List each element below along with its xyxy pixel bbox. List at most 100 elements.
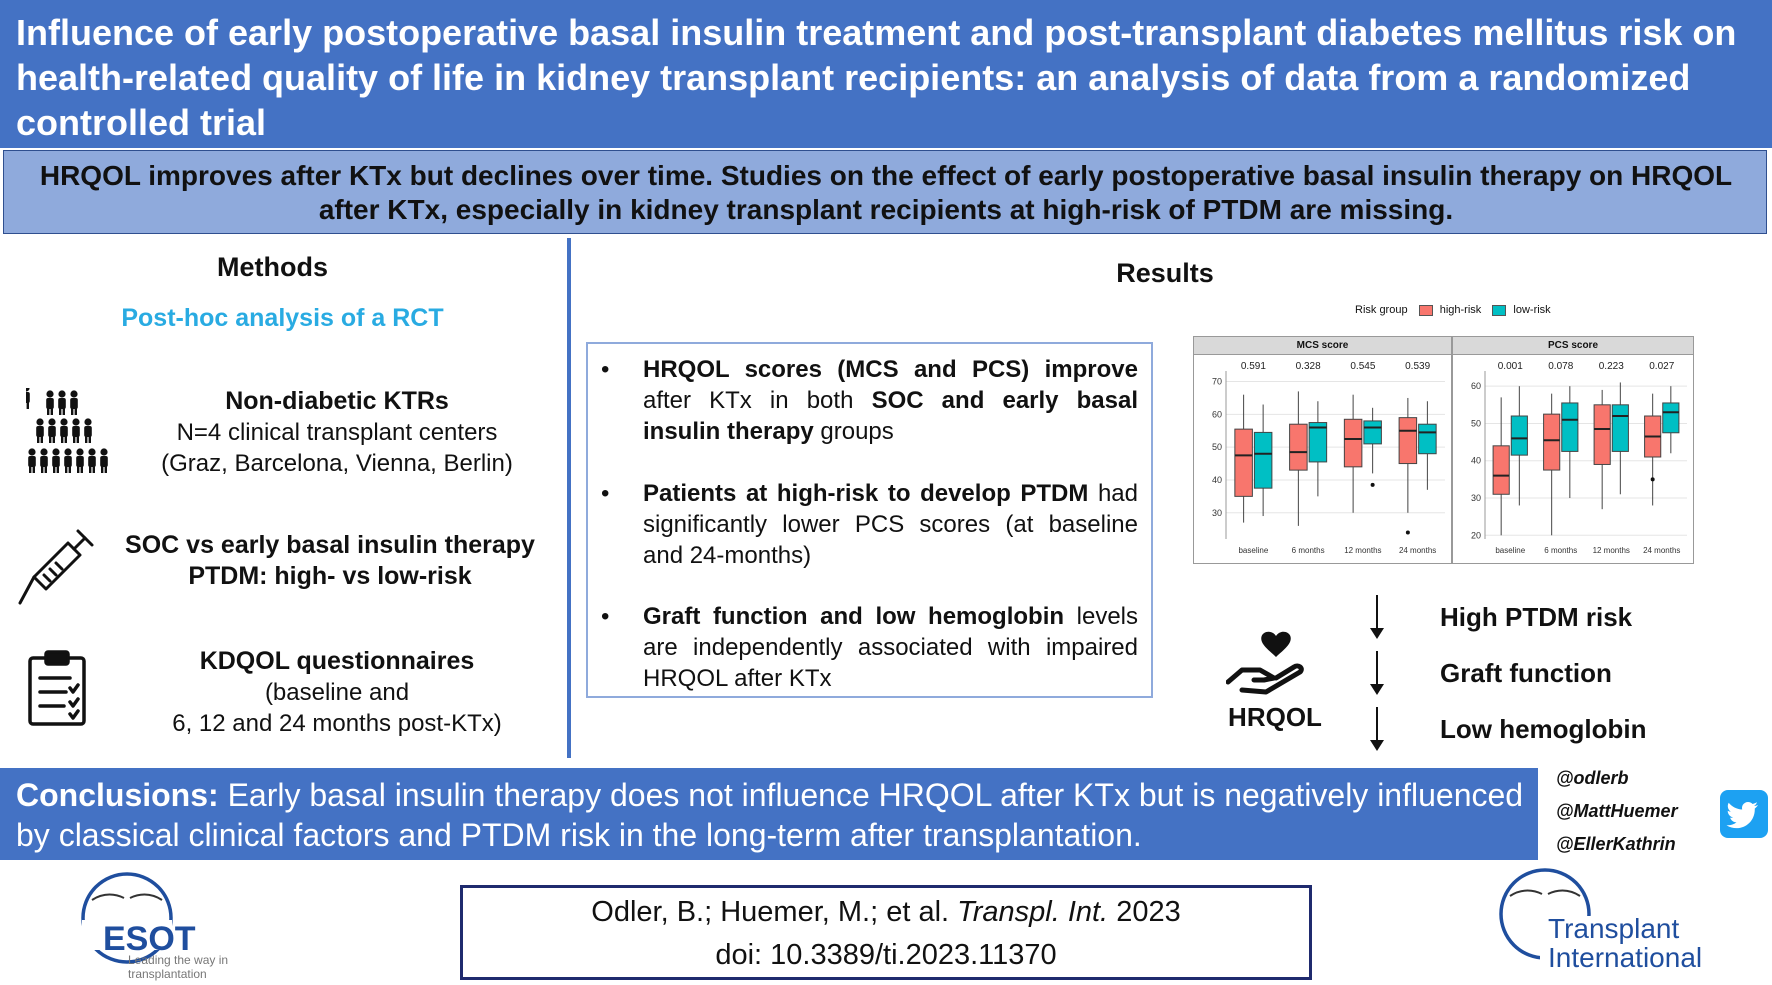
p-value-label: 0.328 xyxy=(1296,361,1321,372)
syringe-icon xyxy=(18,529,94,605)
factor-graft-function: Graft function xyxy=(1440,658,1612,688)
y-tick-label: 60 xyxy=(1212,409,1222,419)
x-tick-label: 24 months xyxy=(1643,546,1680,555)
finding-3: • Graft function and low hemoglobin leve… xyxy=(601,601,1138,694)
methods-heading: Methods xyxy=(217,252,328,282)
y-tick-label: 70 xyxy=(1212,377,1222,387)
kdqol-line-1: (baseline and xyxy=(264,679,410,706)
p-value-label: 0.001 xyxy=(1498,361,1523,372)
box-low-risk xyxy=(1363,420,1382,445)
finding-3-tail: levels are independently associated with… xyxy=(643,603,1138,692)
arrow-2-line xyxy=(1376,651,1378,685)
x-tick-label: 12 months xyxy=(1344,546,1381,555)
box-low-risk xyxy=(1561,402,1579,452)
pcs-boxplot: 20 30 40 50 60 0.001 baseline 0.078 6 months 0.22… xyxy=(1471,361,1687,555)
citation-authors: Odler, B.; Huemer, M.; et al. xyxy=(591,896,950,928)
transplant-international-logo xyxy=(1499,868,1600,966)
groups-line-2: PTDM: high- vs low-risk xyxy=(188,562,472,590)
box-high-risk xyxy=(1398,417,1418,465)
box-high-risk xyxy=(1492,445,1510,495)
conclusion-label: Conclusions: xyxy=(16,777,219,813)
finding-3-bold: Graft function and low hemoglobin xyxy=(643,603,1065,630)
p-value-label: 0.591 xyxy=(1241,361,1266,372)
outlier-point xyxy=(1370,482,1375,487)
y-tick-label: 40 xyxy=(1212,475,1222,485)
p-value-label: 0.223 xyxy=(1599,361,1624,372)
x-tick-label: baseline xyxy=(1238,546,1268,555)
handle-matthuemer[interactable]: @MattHuemer xyxy=(1556,801,1678,821)
ktrs-line-2: (Graz, Barcelona, Vienna, Berlin) xyxy=(161,450,513,477)
x-tick-label: 6 months xyxy=(1292,546,1325,555)
finding-1-bold-2: SOC and early basal insulin therapy xyxy=(643,387,1139,445)
conclusion-body: Early basal insulin therapy does not inf… xyxy=(16,777,1524,853)
box-high-risk xyxy=(1593,404,1611,465)
citation-doi[interactable]: doi: 10.3389/ti.2023.11370 xyxy=(715,939,1057,971)
finding-1-tail: groups xyxy=(820,418,894,445)
x-tick-label: baseline xyxy=(1495,546,1525,555)
x-tick-label: 24 months xyxy=(1399,546,1436,555)
finding-1-mid: after KTx in both xyxy=(643,387,854,414)
hrqol-label: HRQOL xyxy=(1228,702,1322,732)
finding-2: • Patients at high-risk to develop PTDM … xyxy=(601,478,1138,571)
x-tick-label: 12 months xyxy=(1593,546,1630,555)
citation-year: 2023 xyxy=(1116,896,1181,928)
citation-line-1: Odler, B.; Huemer, M.; et al. Transpl. I… xyxy=(463,896,1309,929)
esot-tagline: Leading the way in transplantation xyxy=(128,953,229,981)
people-group-icon xyxy=(26,388,108,473)
conclusion-banner: Conclusions: Early basal insulin therapy… xyxy=(0,768,1538,860)
column-divider xyxy=(567,238,571,758)
factor-high-ptdm-risk: High PTDM risk xyxy=(1440,602,1633,632)
results-heading: Results xyxy=(1116,258,1214,288)
findings-box: • HRQOL scores (MCS and PCS) improve aft… xyxy=(586,342,1153,698)
handle-ellerkathrin[interactable]: @EllerKathrin xyxy=(1556,834,1676,854)
y-tick-label: 40 xyxy=(1471,456,1481,466)
groups-line-1: SOC vs early basal insulin therapy xyxy=(125,531,535,559)
finding-2-tail: had significantly lower PCS scores (at b… xyxy=(643,480,1138,569)
bullet: • xyxy=(601,603,610,630)
methods-block-ktrs: Non-diabetic KTRs N=4 clinical transplan… xyxy=(126,386,548,479)
y-tick-label: 30 xyxy=(1471,493,1481,503)
methods-subheading: Post-hoc analysis of a RCT xyxy=(121,304,444,332)
y-tick-label: 50 xyxy=(1212,442,1222,452)
finding-1-bold: HRQOL scores (MCS and PCS) improve xyxy=(643,356,1138,383)
poster-title: Influence of early postoperative basal i… xyxy=(16,12,1737,143)
outlier-point xyxy=(1405,530,1410,535)
box-low-risk xyxy=(1418,423,1437,455)
pcs-panel: PCS score 20 30 40 50 60 0.001 baseline 0.078 6 … xyxy=(1452,336,1694,564)
mcs-strip-title: MCS score xyxy=(1194,337,1451,355)
box-high-risk xyxy=(1543,413,1561,471)
p-value-label: 0.027 xyxy=(1649,361,1674,372)
mcs-panel: MCS score 30 40 50 60 70 0.591 baseline 0.328 6 … xyxy=(1193,336,1452,564)
y-tick-label: 50 xyxy=(1471,418,1481,428)
legend-label-low: low-risk xyxy=(1513,304,1551,316)
arrow-1-head xyxy=(1370,628,1384,639)
y-tick-label: 60 xyxy=(1471,381,1481,391)
legend-swatch-high xyxy=(1418,304,1433,316)
heart-hand-icon xyxy=(1226,631,1304,695)
esot-logo xyxy=(81,872,173,964)
kdqol-line-2: 6, 12 and 24 months post-KTx) xyxy=(172,710,502,737)
p-value-label: 0.078 xyxy=(1548,361,1573,372)
bullet: • xyxy=(601,356,610,383)
finding-2-bold: Patients at high-risk to develop PTDM xyxy=(643,480,1089,507)
legend-title: Risk group xyxy=(1355,304,1408,316)
box-high-risk xyxy=(1234,428,1253,497)
kdqol-title: KDQOL questionnaires xyxy=(199,647,475,675)
outlier-point xyxy=(1650,477,1655,482)
pcs-strip-title: PCS score xyxy=(1453,337,1693,355)
p-value-label: 0.539 xyxy=(1405,361,1430,372)
p-value-label: 0.545 xyxy=(1350,361,1375,372)
arrow-1-line xyxy=(1376,595,1378,629)
methods-block-groups: SOC vs early basal insulin therapy PTDM:… xyxy=(110,530,550,592)
y-tick-label: 20 xyxy=(1471,530,1481,540)
ti-line-1: Transplant xyxy=(1548,913,1680,944)
x-tick-label: 6 months xyxy=(1544,546,1577,555)
lead-statement: HRQOL improves after KTx but declines ov… xyxy=(39,160,1733,225)
handle-odlerb[interactable]: @odlerb xyxy=(1556,768,1629,788)
title-banner: Influence of early postoperative basal i… xyxy=(0,0,1772,148)
box-high-risk xyxy=(1289,423,1308,471)
chart-legend: Risk group high-risk low-risk xyxy=(1355,304,1551,316)
ktrs-line-1: N=4 clinical transplant centers xyxy=(176,419,498,446)
twitter-icon[interactable] xyxy=(1720,790,1768,838)
factor-low-hemoglobin: Low hemoglobin xyxy=(1440,714,1647,744)
